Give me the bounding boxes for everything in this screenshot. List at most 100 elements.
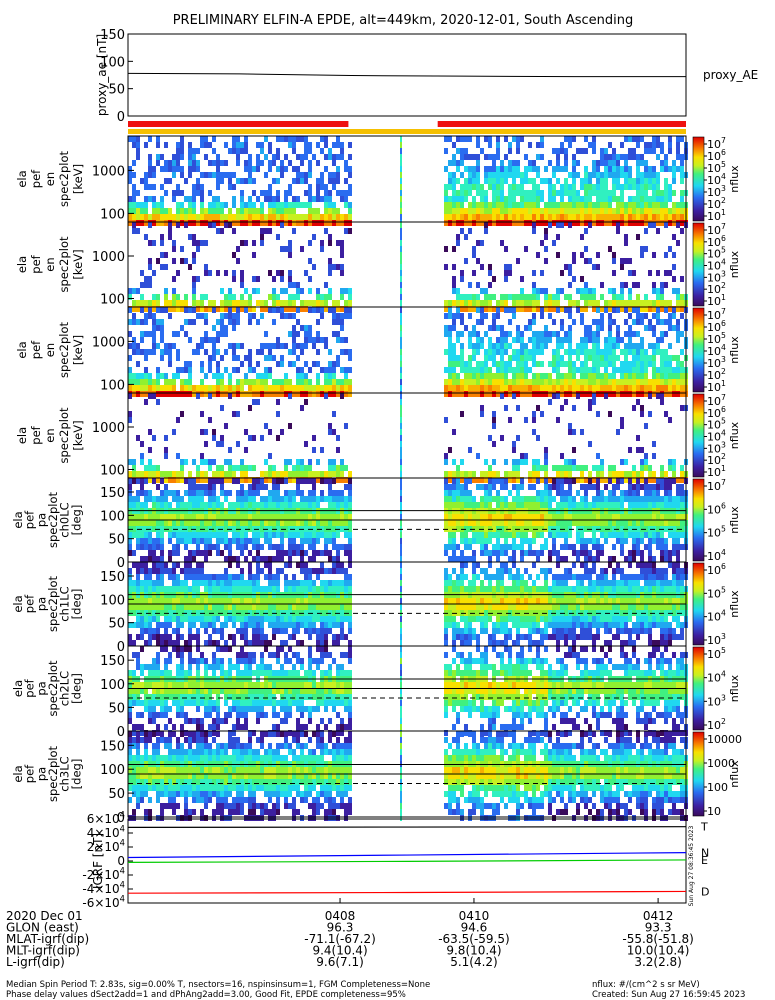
heatmap-cell bbox=[316, 502, 320, 508]
heatmap-cell bbox=[516, 532, 520, 538]
heatmap-cell bbox=[216, 514, 220, 520]
heatmap-cell bbox=[676, 240, 680, 246]
heatmap-cell bbox=[328, 349, 332, 355]
heatmap-cell bbox=[332, 178, 336, 184]
heatmap-cell bbox=[516, 379, 520, 385]
heatmap-cell bbox=[612, 343, 616, 349]
heatmap-cell bbox=[348, 526, 352, 532]
heatmap-cell bbox=[448, 300, 452, 306]
heatmap-cell bbox=[448, 496, 452, 502]
heatmap-cell bbox=[156, 325, 160, 331]
heatmap-cell bbox=[300, 160, 304, 166]
heatmap-cell bbox=[640, 391, 644, 397]
colorbar bbox=[692, 307, 705, 393]
heatmap-cell bbox=[600, 373, 604, 379]
heatmap-cell bbox=[644, 465, 648, 471]
heatmap-cell bbox=[260, 502, 264, 508]
heatmap-cell bbox=[616, 160, 620, 166]
heatmap-cell bbox=[160, 568, 164, 574]
heatmap-cell bbox=[560, 184, 564, 190]
heatmap-cell bbox=[548, 496, 552, 502]
heatmap-cell bbox=[164, 349, 168, 355]
heatmap-cell bbox=[184, 586, 188, 592]
heatmap-cell bbox=[276, 496, 280, 502]
heatmap-cell bbox=[160, 202, 164, 208]
heatmap-cell bbox=[208, 484, 212, 490]
heatmap-cell bbox=[456, 526, 460, 532]
heatmap-cell bbox=[208, 214, 212, 220]
heatmap-cell bbox=[640, 484, 644, 490]
heatmap-cell bbox=[216, 550, 220, 556]
heatmap-cell bbox=[636, 196, 640, 202]
heatmap-cell bbox=[584, 202, 588, 208]
heatmap-cell bbox=[304, 532, 308, 538]
heatmap-cell bbox=[504, 270, 508, 276]
heatmap-cell bbox=[548, 379, 552, 385]
heatmap-cell bbox=[248, 520, 252, 526]
heatmap-cell bbox=[228, 465, 232, 471]
heatmap-cell bbox=[540, 373, 544, 379]
heatmap-cell bbox=[500, 349, 504, 355]
heatmap-cell bbox=[676, 379, 680, 385]
heatmap-cell bbox=[596, 484, 600, 490]
heatmap-cell bbox=[636, 447, 640, 453]
heatmap-cell bbox=[668, 270, 672, 276]
heatmap-cell bbox=[464, 496, 468, 502]
heatmap-cell bbox=[260, 391, 264, 397]
heatmap-cell bbox=[660, 532, 664, 538]
heatmap-cell bbox=[156, 465, 160, 471]
heatmap-cell bbox=[172, 586, 176, 592]
panel-ylabel-line: [keV] bbox=[71, 164, 85, 194]
heatmap-cell bbox=[136, 391, 140, 397]
proxy-ae-line bbox=[127, 72, 686, 78]
heatmap-cell bbox=[652, 343, 656, 349]
heatmap-cell bbox=[308, 514, 312, 520]
heatmap-cell bbox=[596, 502, 600, 508]
heatmap-cell bbox=[200, 484, 204, 490]
heatmap-cell bbox=[144, 574, 148, 580]
heatmap-cell bbox=[324, 228, 328, 234]
heatmap-cell bbox=[640, 385, 644, 391]
heatmap-cell bbox=[512, 477, 516, 483]
heatmap-cell bbox=[132, 300, 136, 306]
heatmap-cell bbox=[296, 172, 300, 178]
heatmap-cell bbox=[400, 214, 402, 220]
heatmap-cell bbox=[496, 300, 500, 306]
heatmap-cell bbox=[572, 520, 576, 526]
heatmap-cell bbox=[296, 502, 300, 508]
heatmap-cell bbox=[244, 208, 248, 214]
heatmap-cell bbox=[644, 166, 648, 172]
heatmap-cell bbox=[452, 196, 456, 202]
heatmap-cell bbox=[296, 471, 300, 477]
heatmap-cell bbox=[292, 214, 296, 220]
heatmap-cell bbox=[652, 441, 656, 447]
heatmap-cell bbox=[472, 196, 476, 202]
heatmap-cell bbox=[620, 190, 624, 196]
heatmap-cell bbox=[400, 399, 402, 405]
heatmap-cell bbox=[324, 343, 328, 349]
heatmap-cell bbox=[160, 252, 164, 258]
heatmap-cell bbox=[268, 220, 272, 226]
heatmap-cell bbox=[272, 496, 276, 502]
heatmap-cell bbox=[448, 520, 452, 526]
heatmap-cell bbox=[284, 288, 288, 294]
heatmap-cell bbox=[252, 306, 256, 312]
heatmap-cell bbox=[512, 313, 516, 319]
heatmap-cell bbox=[632, 343, 636, 349]
heatmap-cell bbox=[292, 136, 296, 142]
heatmap-cell bbox=[568, 355, 572, 361]
heatmap-cell bbox=[176, 562, 180, 568]
heatmap-cell bbox=[180, 136, 184, 142]
heatmap-cell bbox=[132, 532, 136, 538]
heatmap-cell bbox=[268, 391, 272, 397]
heatmap-cell bbox=[192, 496, 196, 502]
heatmap-cell bbox=[620, 490, 624, 496]
heatmap-cell bbox=[256, 196, 260, 202]
heatmap-cell bbox=[200, 550, 204, 556]
heatmap-cell bbox=[668, 306, 672, 312]
colorbar-tick-label: 103 bbox=[707, 269, 726, 284]
heatmap-cell bbox=[668, 319, 672, 325]
heatmap-cell bbox=[300, 349, 304, 355]
heatmap-cell bbox=[640, 496, 644, 502]
heatmap-cell bbox=[244, 142, 248, 148]
